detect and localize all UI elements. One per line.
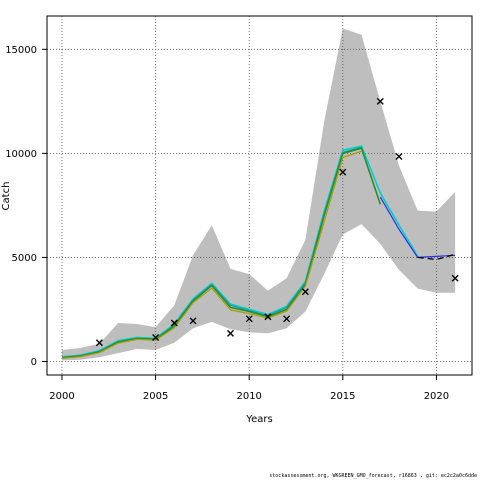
observation-point xyxy=(264,313,272,321)
footer-credit: stockassessment.org, WKGREEN_GMO_forecas… xyxy=(269,473,477,479)
x-axis-title: Years xyxy=(245,414,272,425)
observation-point xyxy=(339,168,347,176)
axis-layer: 2000 2005 2010 2015 2020 0 5000 10000 15000 xyxy=(5,45,449,402)
observation-point xyxy=(451,274,459,282)
observation-point xyxy=(152,334,160,342)
y-tick-label: 10000 xyxy=(5,149,37,160)
x-tick-label: 2020 xyxy=(424,391,449,402)
observation-point xyxy=(95,339,103,347)
observation-point xyxy=(376,97,384,105)
x-tick-label: 2000 xyxy=(49,391,74,402)
x-tick-label: 2005 xyxy=(143,391,168,402)
y-tick-label: 0 xyxy=(31,357,37,368)
observation-point xyxy=(189,317,197,325)
confidence-band xyxy=(62,28,456,361)
x-tick-label: 2015 xyxy=(330,391,355,402)
x-tick-label: 2010 xyxy=(236,391,261,402)
observation-point xyxy=(301,288,309,296)
y-tick-label: 15000 xyxy=(5,45,37,56)
y-axis-title: Catch xyxy=(1,182,12,211)
y-tick-label: 5000 xyxy=(12,253,37,264)
series-layer xyxy=(61,145,456,359)
series-line-4 xyxy=(61,147,382,359)
observation-point xyxy=(245,315,253,323)
observation-point xyxy=(170,319,178,327)
observation-point xyxy=(395,152,403,160)
series-line-1 xyxy=(61,145,419,358)
confidence-band-layer xyxy=(62,28,456,361)
series-line-6 xyxy=(417,253,456,261)
observation-point xyxy=(226,329,234,337)
observation-point xyxy=(283,315,291,323)
observations-layer xyxy=(95,97,459,347)
plot-frame xyxy=(46,15,473,376)
series-line-5 xyxy=(61,150,362,359)
